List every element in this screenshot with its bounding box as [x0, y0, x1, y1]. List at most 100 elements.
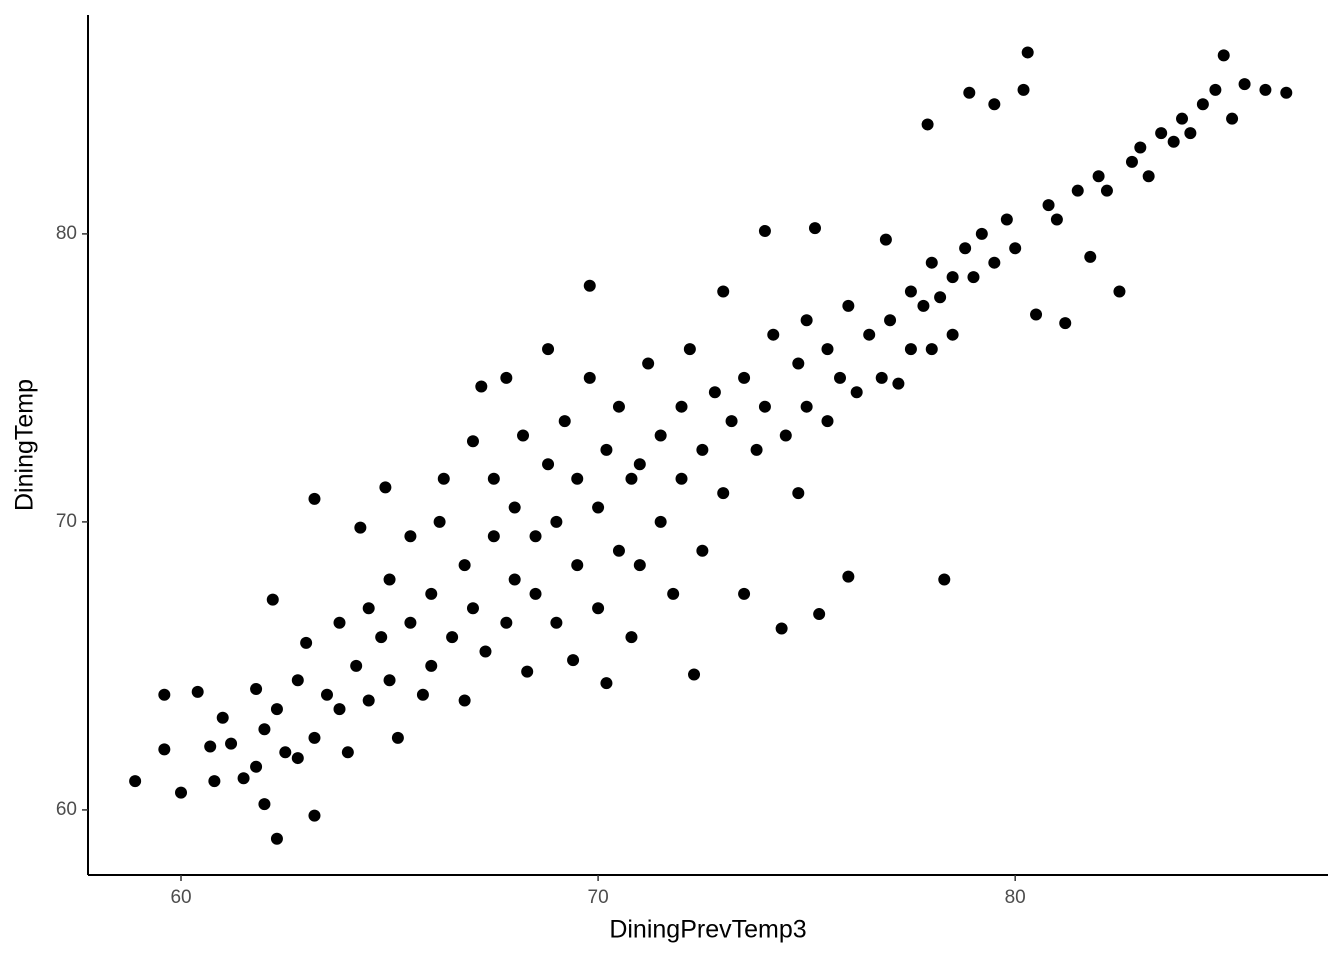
point [458, 559, 471, 572]
point [750, 443, 763, 456]
point [129, 775, 142, 788]
point [633, 559, 646, 572]
point [767, 328, 780, 341]
point [175, 786, 188, 799]
point [800, 314, 813, 327]
point [583, 371, 596, 384]
point [529, 587, 542, 600]
point [542, 458, 555, 471]
point [270, 703, 283, 716]
point [354, 521, 367, 534]
point [279, 746, 292, 759]
point [696, 544, 709, 557]
point [821, 343, 834, 356]
x-tick-label: 70 [588, 887, 609, 908]
point [1009, 242, 1022, 255]
point [1196, 98, 1209, 111]
point [946, 271, 959, 284]
point [1155, 127, 1168, 140]
point [404, 616, 417, 629]
x-axis-title: DiningPrevTemp3 [609, 916, 806, 944]
point [975, 227, 988, 240]
point [391, 731, 404, 744]
point [500, 371, 513, 384]
point [1209, 83, 1222, 96]
point [383, 674, 396, 687]
point [934, 291, 947, 304]
point [529, 530, 542, 543]
point [320, 688, 333, 701]
point [158, 743, 171, 756]
point [850, 386, 863, 399]
point [917, 299, 930, 312]
y-axis-title: DiningTemp [11, 379, 39, 511]
point [938, 573, 951, 586]
point [884, 314, 897, 327]
x-tick-label: 60 [170, 887, 191, 908]
point [458, 694, 471, 707]
point [592, 602, 605, 615]
point [258, 723, 271, 736]
point [688, 668, 701, 681]
point [592, 501, 605, 514]
point [667, 587, 680, 600]
point [717, 285, 730, 298]
point [583, 279, 596, 292]
point [308, 731, 321, 744]
point [300, 636, 313, 649]
point [379, 481, 392, 494]
point [758, 225, 771, 238]
point [683, 343, 696, 356]
point [1042, 199, 1055, 212]
point [834, 371, 847, 384]
point [792, 487, 805, 500]
point [792, 357, 805, 370]
point [550, 616, 563, 629]
point [437, 472, 450, 485]
point [333, 703, 346, 716]
point [708, 386, 721, 399]
point [1084, 250, 1097, 263]
point [333, 616, 346, 629]
point [204, 740, 217, 753]
point [158, 688, 171, 701]
point [967, 271, 980, 284]
point [266, 593, 279, 606]
point [270, 832, 283, 845]
point [425, 587, 438, 600]
y-tick-label: 60 [56, 799, 77, 820]
point [350, 659, 363, 672]
point [1030, 308, 1043, 321]
point [250, 682, 263, 695]
point [1100, 184, 1113, 197]
point [800, 400, 813, 413]
point [500, 616, 513, 629]
point [925, 343, 938, 356]
point [191, 685, 204, 698]
point [1238, 78, 1251, 91]
point [675, 400, 688, 413]
point [567, 654, 580, 667]
point [341, 746, 354, 759]
point [654, 429, 667, 442]
point [362, 602, 375, 615]
point [416, 688, 429, 701]
point [1184, 127, 1197, 140]
point [1176, 112, 1189, 125]
point [291, 674, 304, 687]
point [963, 86, 976, 99]
point [404, 530, 417, 543]
point [875, 371, 888, 384]
point [738, 587, 751, 600]
point [892, 377, 905, 390]
point [921, 118, 934, 131]
point [946, 328, 959, 341]
point [479, 645, 492, 658]
point [696, 443, 709, 456]
point [308, 809, 321, 822]
point [487, 472, 500, 485]
point [216, 711, 229, 724]
point [675, 472, 688, 485]
point [1071, 184, 1084, 197]
